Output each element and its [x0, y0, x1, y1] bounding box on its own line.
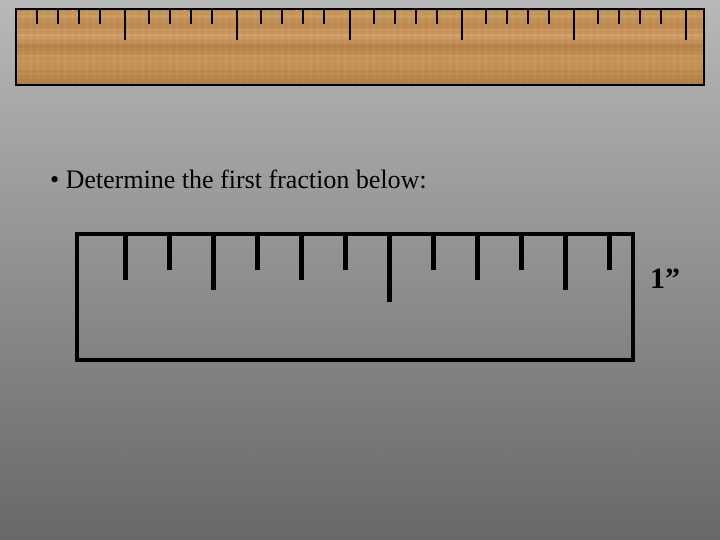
wood-tick: [323, 10, 325, 24]
wood-ruler-ticks: [17, 10, 703, 84]
black-tick: [123, 236, 128, 280]
wood-tick: [99, 10, 101, 24]
wood-tick: [236, 10, 238, 40]
wood-tick: [527, 10, 529, 24]
wood-tick: [211, 10, 213, 24]
wood-tick: [573, 10, 575, 40]
wood-tick: [148, 10, 150, 24]
black-tick: [387, 236, 392, 302]
wood-tick: [394, 10, 396, 24]
wood-tick: [169, 10, 171, 24]
wood-tick: [78, 10, 80, 24]
wood-tick: [485, 10, 487, 24]
wood-tick: [660, 10, 662, 24]
wood-tick: [302, 10, 304, 24]
wood-tick: [506, 10, 508, 24]
black-tick: [299, 236, 304, 280]
black-ruler-area: 1”: [75, 232, 665, 362]
wood-tick: [639, 10, 641, 24]
black-ruler-ticks: [79, 236, 631, 358]
wood-tick: [349, 10, 351, 40]
wood-tick: [57, 10, 59, 24]
wood-tick: [597, 10, 599, 24]
wood-tick: [260, 10, 262, 24]
wood-tick: [461, 10, 463, 40]
wood-tick: [415, 10, 417, 24]
prompt-text: • Determine the first fraction below:: [50, 165, 427, 195]
black-tick: [475, 236, 480, 280]
wood-tick: [618, 10, 620, 24]
wood-tick: [685, 10, 687, 40]
one-inch-label: 1”: [650, 262, 680, 296]
black-ruler: [75, 232, 635, 362]
wood-tick: [548, 10, 550, 24]
black-tick: [519, 236, 524, 270]
wood-tick: [281, 10, 283, 24]
black-tick: [211, 236, 216, 290]
wood-tick: [124, 10, 126, 40]
black-tick: [255, 236, 260, 270]
wood-tick: [190, 10, 192, 24]
black-tick: [343, 236, 348, 270]
black-tick: [563, 236, 568, 290]
black-tick: [167, 236, 172, 270]
wood-tick: [373, 10, 375, 24]
black-tick: [607, 236, 612, 270]
wood-ruler: [15, 8, 705, 86]
wood-tick: [436, 10, 438, 24]
black-tick: [431, 236, 436, 270]
wood-tick: [36, 10, 38, 24]
